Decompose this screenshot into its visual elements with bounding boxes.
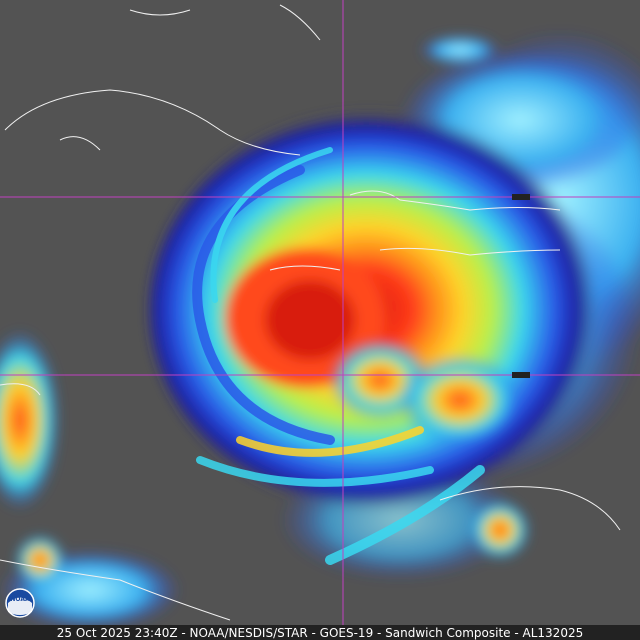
noaa-logo: NOAA bbox=[5, 588, 35, 618]
caption: 25 Oct 2025 23:40Z - NOAA/NESDIS/STAR - … bbox=[57, 626, 583, 640]
logo-text: NOAA bbox=[10, 596, 30, 603]
caption-bar bbox=[0, 625, 640, 640]
